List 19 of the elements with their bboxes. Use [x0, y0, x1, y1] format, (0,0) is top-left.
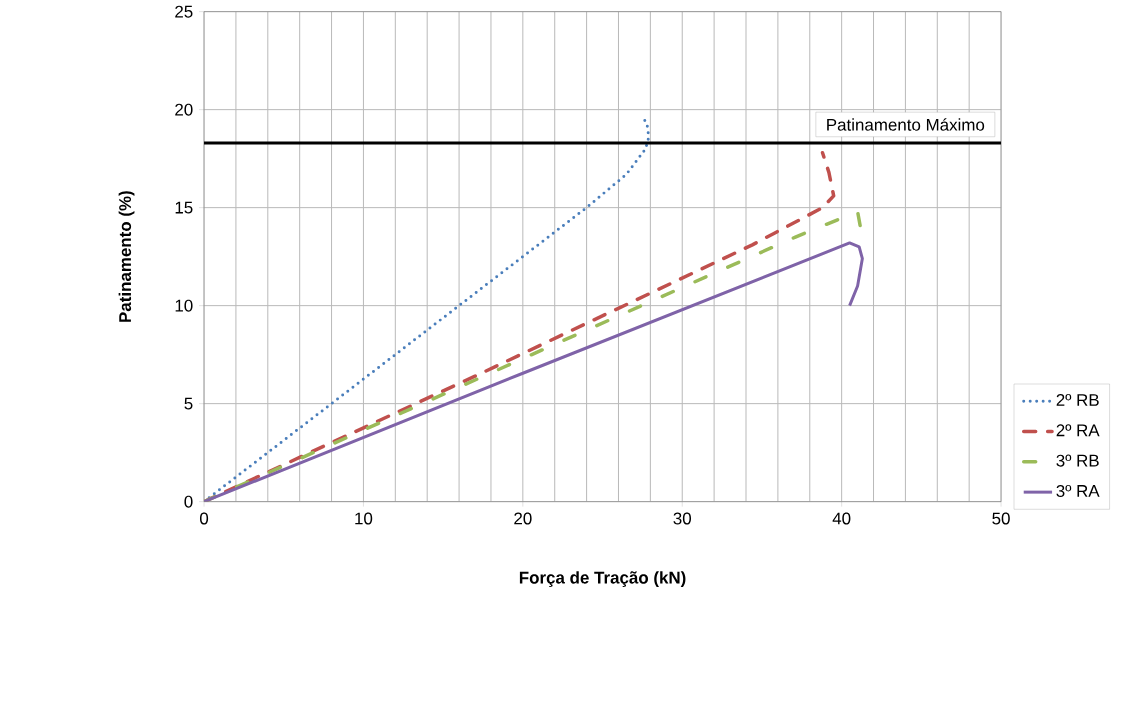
ref-line-label: Patinamento Máximo	[827, 117, 985, 131]
x-tick-label: 0	[199, 512, 209, 525]
y-tick-label: 0	[184, 495, 193, 508]
legend-label: 3º RB	[1056, 454, 1099, 467]
x-tick-label: 30	[673, 512, 692, 525]
x-tick-label: 20	[514, 512, 532, 525]
x-tick-label: 10	[355, 512, 373, 525]
y-tick-label: 10	[175, 299, 193, 312]
y-tick-label: 25	[175, 5, 193, 18]
y-tick-label: 5	[184, 397, 193, 410]
legend-label: 3º RA	[1056, 484, 1100, 497]
y-tick-label: 15	[175, 201, 193, 214]
y-tick-label: 20	[175, 103, 193, 116]
x-tick-label: 50	[992, 512, 1010, 525]
x-axis-title: Força de Tração (kN)	[519, 571, 686, 587]
x-tick-label: 40	[832, 512, 851, 525]
y-axis-title: Patinamento (%)	[118, 190, 135, 322]
legend-label: 2º RB	[1056, 393, 1099, 406]
legend-label: 2º RA	[1056, 424, 1100, 436]
